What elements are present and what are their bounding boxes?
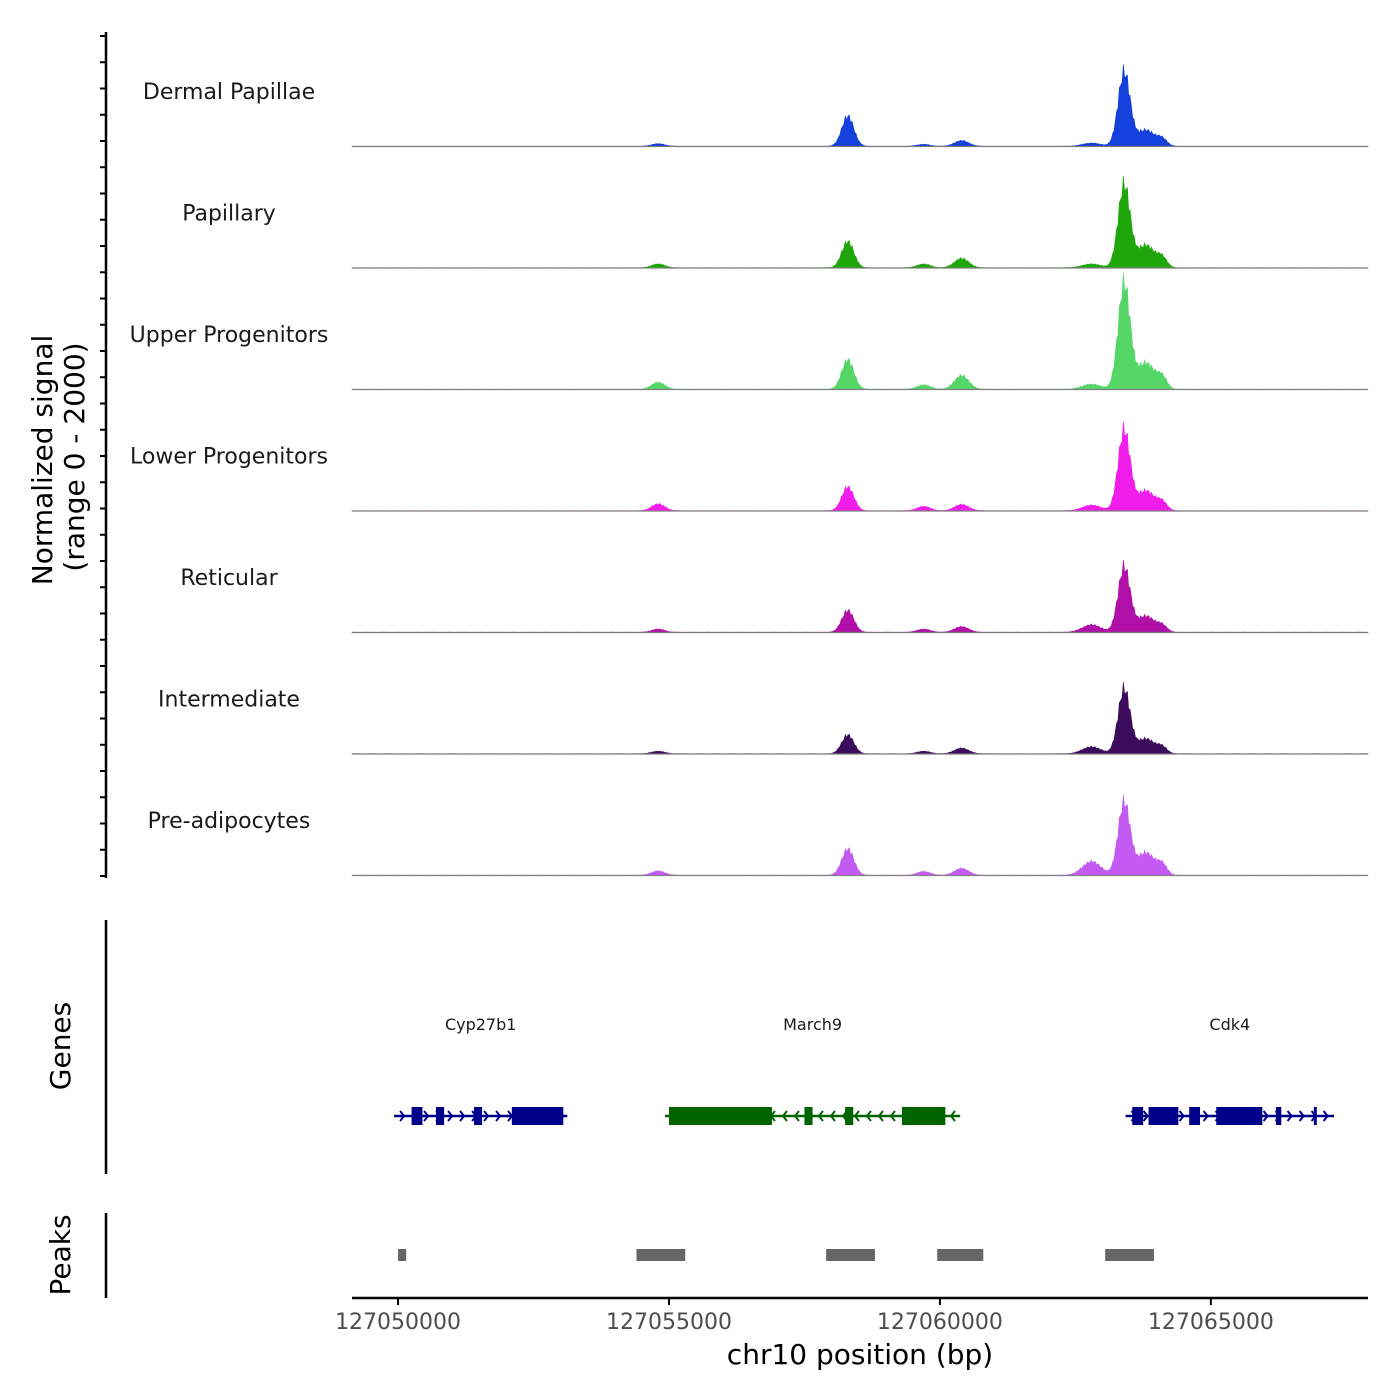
strand-arrow — [793, 1110, 800, 1122]
strand-arrow — [1298, 1110, 1305, 1122]
exon-cdk4 — [1275, 1107, 1282, 1125]
exon-march9 — [845, 1107, 854, 1125]
peak-region — [398, 1249, 407, 1261]
strand-arrow — [423, 1110, 430, 1122]
strand-arrow — [865, 1110, 872, 1122]
coverage-intermediate — [351, 682, 1369, 755]
peak-region — [937, 1249, 984, 1261]
coverage-tracks: Dermal Papillae Papillary Upper Progenitor… — [100, 32, 1369, 878]
exon-cdk4 — [1313, 1107, 1317, 1125]
peak-region — [636, 1249, 686, 1261]
strand-arrow — [459, 1110, 466, 1122]
strand-arrow — [877, 1110, 884, 1122]
peak-region — [826, 1249, 875, 1261]
exon-cyp27b1 — [511, 1107, 564, 1125]
strand-arrow — [447, 1110, 454, 1122]
genes-track: Cyp27b1 March9 Cdk4 — [104, 920, 1335, 1174]
coverage-reticular — [351, 559, 1369, 633]
peaks-track-label: Peaks — [44, 1214, 77, 1295]
strand-arrow — [829, 1110, 836, 1122]
exon-cdk4 — [1216, 1107, 1263, 1125]
strand-arrow — [1178, 1110, 1185, 1122]
strand-arrow — [495, 1110, 502, 1122]
x-tick-label: 127055000 — [606, 1310, 732, 1335]
exon-cdk4 — [1189, 1107, 1201, 1125]
strand-arrow — [853, 1110, 860, 1122]
strand-arrow — [949, 1110, 956, 1122]
gene-label-cdk4: Cdk4 — [1209, 1015, 1250, 1034]
strand-arrow — [889, 1110, 896, 1122]
genes-track-label: Genes — [44, 1002, 77, 1090]
strand-arrow — [399, 1110, 406, 1122]
exon-cdk4 — [1132, 1107, 1144, 1125]
x-tick-label: 127050000 — [335, 1310, 461, 1335]
x-tick-label: 127065000 — [1148, 1310, 1274, 1335]
x-tick-label: 127060000 — [877, 1310, 1003, 1335]
exon-march9 — [901, 1107, 946, 1125]
strand-arrow — [1202, 1110, 1209, 1122]
coverage-lower-progenitors — [351, 421, 1369, 512]
track-label-upper-progenitors: Upper Progenitors — [130, 323, 329, 348]
track-label-papillary: Papillary — [182, 202, 276, 227]
exon-march9 — [668, 1107, 772, 1125]
strand-arrow — [1142, 1110, 1149, 1122]
strand-arrow — [483, 1110, 490, 1122]
gene-label-march9: March9 — [783, 1015, 842, 1034]
coverage-upper-progenitors — [351, 272, 1369, 390]
track-label-reticular: Reticular — [180, 566, 278, 591]
exon-cyp27b1 — [473, 1107, 483, 1125]
strand-arrow — [1262, 1110, 1269, 1122]
x-axis-title: chr10 position (bp) — [727, 1338, 993, 1371]
coverage-papillary — [351, 175, 1369, 269]
exon-cyp27b1 — [411, 1107, 423, 1125]
x-axis: 127050000 127055000 127060000 127065000 — [335, 1296, 1368, 1335]
track-label-dermal-papillae: Dermal Papillae — [143, 80, 315, 105]
y-axis-subtitle: (range 0 - 2000) — [58, 342, 91, 571]
coverage-pre-adipocytes — [351, 794, 1369, 876]
exon-march9 — [804, 1107, 813, 1125]
strand-arrow — [1286, 1110, 1293, 1122]
strand-arrow — [817, 1110, 824, 1122]
track-label-intermediate: Intermediate — [158, 688, 300, 713]
gene-label-cyp27b1: Cyp27b1 — [445, 1015, 517, 1034]
peaks-track — [104, 1213, 1154, 1298]
peak-region — [1105, 1249, 1154, 1261]
track-label-pre-adipocytes: Pre-adipocytes — [148, 809, 311, 834]
strand-arrow — [781, 1110, 788, 1122]
exon-cyp27b1 — [435, 1107, 445, 1125]
track-label-lower-progenitors: Lower Progenitors — [130, 445, 328, 470]
y-axis-title: Normalized signal — [26, 335, 59, 586]
exon-cdk4 — [1148, 1107, 1179, 1125]
coverage-dermal-papillae — [351, 64, 1369, 147]
strand-arrow — [1322, 1110, 1329, 1122]
